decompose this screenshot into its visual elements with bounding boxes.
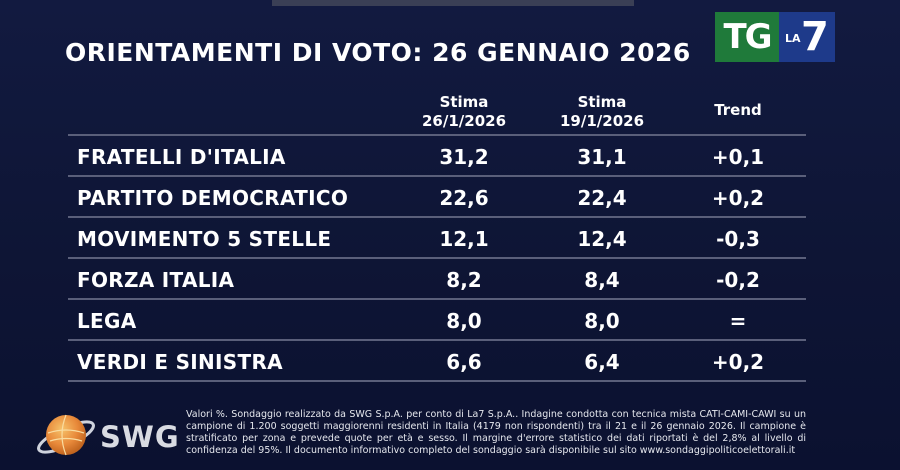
stima-current-value: 12,1	[439, 227, 489, 251]
stima-previous-value: 8,0	[584, 309, 620, 333]
column-header-stima-previous: Stima 19/1/2026	[540, 93, 664, 131]
trend-value: +0,1	[711, 145, 765, 169]
stima-current-value: 31,2	[439, 145, 489, 169]
table-row: MOVIMENTO 5 STELLE 12,1 12,4 -0,3	[68, 216, 806, 257]
video-top-bar	[272, 0, 634, 6]
poll-table: FRATELLI D'ITALIA 31,2 31,1 +0,1 PARTITO…	[68, 134, 806, 382]
swg-globe-icon	[37, 414, 95, 456]
table-row: LEGA 8,0 8,0 =	[68, 298, 806, 339]
stima-previous-value: 22,4	[577, 186, 627, 210]
tg-logo-text: TG	[715, 12, 779, 62]
party-name: FRATELLI D'ITALIA	[77, 145, 286, 169]
party-name: PARTITO DEMOCRATICO	[77, 186, 349, 210]
stima-previous-value: 12,4	[577, 227, 627, 251]
party-name: MOVIMENTO 5 STELLE	[77, 227, 332, 251]
page-title: ORIENTAMENTI DI VOTO: 26 GENNAIO 2026	[65, 38, 691, 67]
column-header-stima-label: Stima	[577, 93, 627, 111]
stima-current-value: 8,2	[446, 268, 482, 292]
column-header-stima-date: 19/1/2026	[559, 112, 645, 130]
trend-value: =	[729, 309, 747, 333]
stima-previous-value: 31,1	[577, 145, 627, 169]
trend-value: -0,3	[716, 227, 760, 251]
stima-previous-value: 8,4	[584, 268, 620, 292]
party-name: FORZA ITALIA	[77, 268, 235, 292]
la7-logo-seven: 7	[801, 14, 829, 60]
column-header-stima-date: 26/1/2026	[421, 112, 507, 130]
table-row: FRATELLI D'ITALIA 31,2 31,1 +0,1	[68, 134, 806, 175]
tg-la7-logo: TG LA 7	[715, 12, 835, 62]
stima-current-value: 22,6	[439, 186, 489, 210]
trend-value: -0,2	[716, 268, 760, 292]
stima-previous-value: 6,4	[584, 350, 620, 374]
column-header-stima-current: Stima 26/1/2026	[402, 93, 526, 131]
la7-logo-la: LA	[785, 32, 801, 45]
table-row: FORZA ITALIA 8,2 8,4 -0,2	[68, 257, 806, 298]
party-name: VERDI E SINISTRA	[77, 350, 283, 374]
stima-current-value: 6,6	[446, 350, 482, 374]
trend-value: +0,2	[711, 350, 765, 374]
party-name: LEGA	[77, 309, 137, 333]
trend-value: +0,2	[711, 186, 765, 210]
methodology-footnote: Valori %. Sondaggio realizzato da SWG S.…	[186, 409, 806, 467]
column-header-stima-label: Stima	[439, 93, 489, 111]
footnote-text: Valori %. Sondaggio realizzato da SWG S.…	[186, 409, 806, 456]
column-header-trend: Trend	[714, 101, 762, 119]
table-row: PARTITO DEMOCRATICO 22,6 22,4 +0,2	[68, 175, 806, 216]
swg-logo-text: SWG	[100, 420, 180, 454]
stima-current-value: 8,0	[446, 309, 482, 333]
la7-logo: LA 7	[779, 12, 835, 62]
table-row: VERDI E SINISTRA 6,6 6,4 +0,2	[68, 339, 806, 382]
